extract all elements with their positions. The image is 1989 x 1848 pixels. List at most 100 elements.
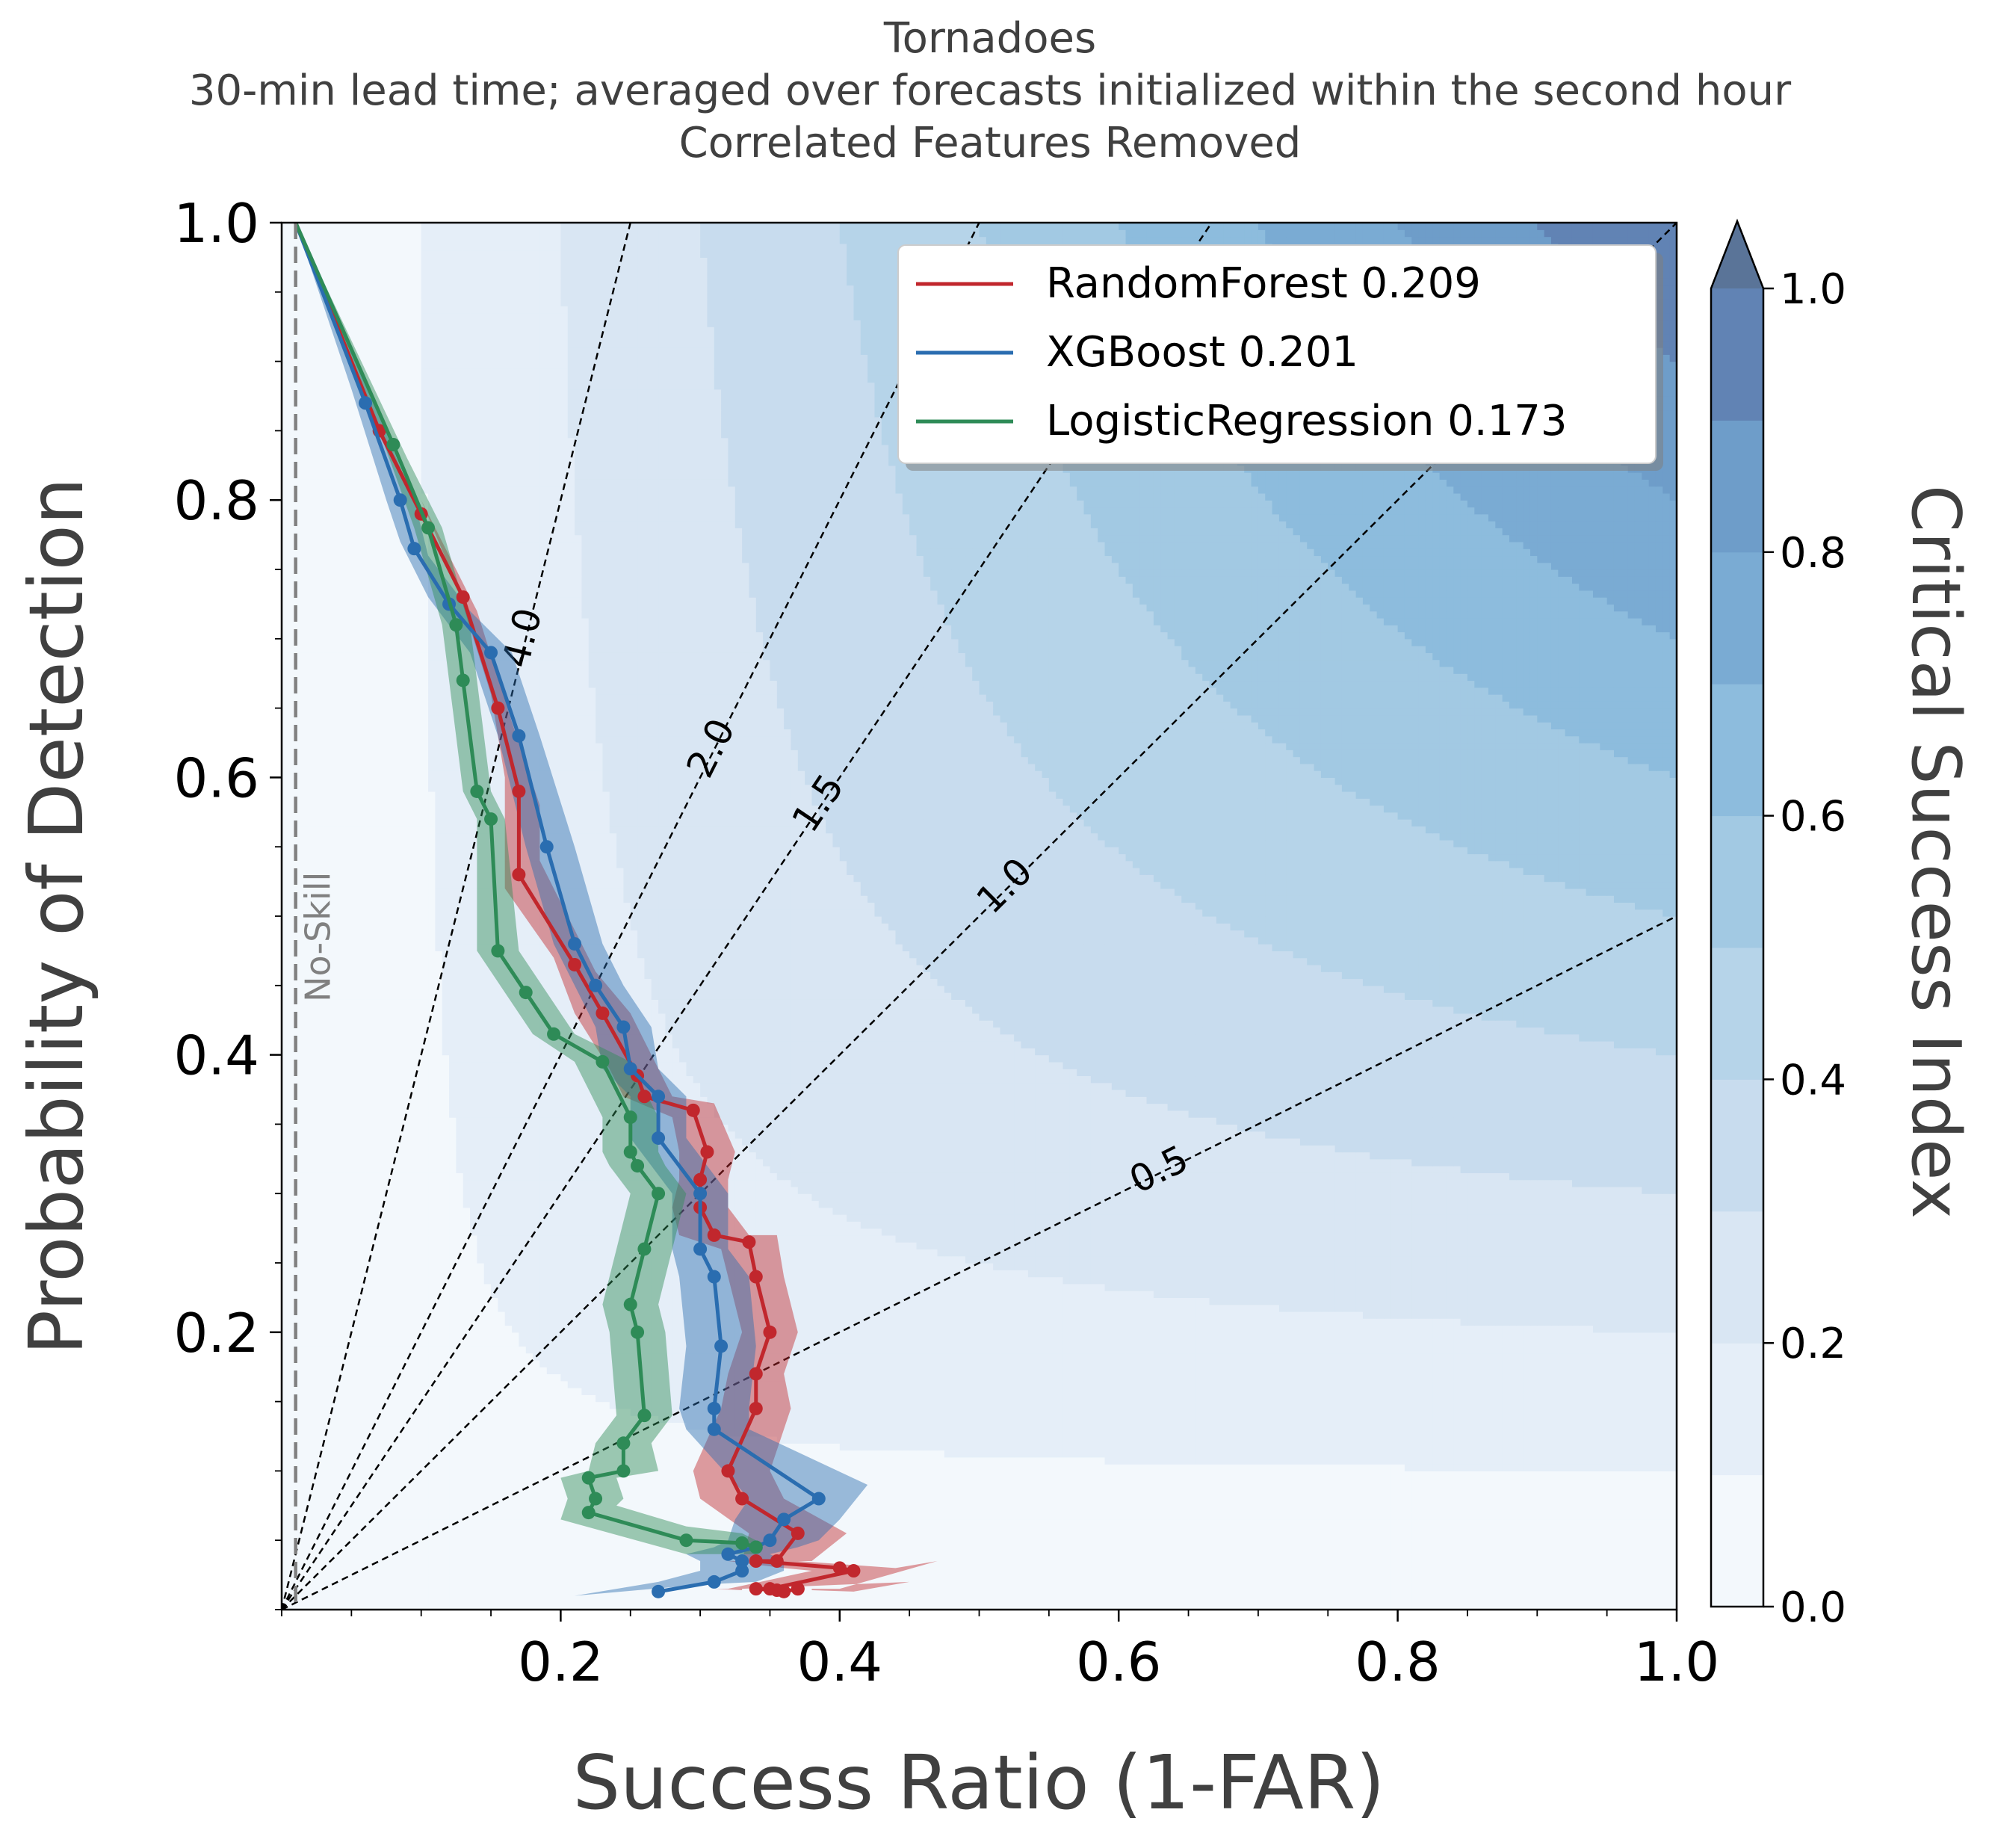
csi-cell — [1062, 1436, 1071, 1444]
csi-cell — [1021, 1471, 1029, 1479]
csi-cell — [477, 1477, 485, 1486]
csi-cell — [630, 1540, 638, 1548]
csi-cell — [1467, 1456, 1475, 1465]
csi-cell — [749, 1595, 757, 1604]
csi-cell — [1349, 1568, 1357, 1576]
csi-cell — [986, 1547, 994, 1555]
csi-cell — [421, 1581, 429, 1589]
csi-cell — [986, 1477, 994, 1486]
csi-cell — [372, 1436, 380, 1444]
csi-cell — [1195, 1602, 1203, 1610]
csi-cell — [1202, 1498, 1210, 1506]
csi-cell — [1502, 1589, 1510, 1597]
csi-cell — [1244, 1574, 1252, 1583]
csi-cell — [1467, 1602, 1475, 1610]
csi-cell — [1495, 1602, 1503, 1610]
csi-cell — [1293, 1477, 1301, 1486]
csi-cell — [1411, 1443, 1420, 1451]
csi-cell — [1425, 1533, 1433, 1541]
csi-cell — [351, 1526, 359, 1534]
csi-cell — [1293, 1498, 1301, 1506]
csi-cell — [288, 1512, 297, 1520]
csi-cell — [811, 1464, 820, 1471]
csi-cell — [477, 1526, 485, 1534]
csi-cell — [1600, 1456, 1608, 1465]
csi-cell — [1529, 1492, 1538, 1500]
csi-cell — [567, 1484, 575, 1492]
csi-cell — [630, 1492, 638, 1500]
csi-cell — [923, 1561, 931, 1569]
csi-cell — [1502, 1477, 1510, 1486]
csi-cell — [930, 1477, 938, 1486]
csi-cell — [519, 1477, 527, 1486]
csi-cell — [1586, 1554, 1594, 1562]
csi-cell — [902, 1540, 910, 1548]
csi-cell — [316, 1574, 324, 1583]
csi-cell — [1432, 1533, 1441, 1541]
csi-cell — [1328, 1568, 1336, 1576]
csi-cell — [1258, 1540, 1266, 1548]
csi-cell — [1439, 1498, 1447, 1506]
csi-cell — [1153, 1540, 1161, 1548]
csi-cell — [1146, 1602, 1154, 1610]
csi-cell — [1146, 1568, 1154, 1576]
csi-cell — [1383, 1554, 1391, 1562]
csi-cell — [1488, 1484, 1496, 1492]
csi-cell — [721, 1436, 729, 1444]
csi-cell — [728, 1492, 736, 1500]
csi-cell — [1069, 1533, 1077, 1541]
csi-cell — [1286, 1505, 1294, 1513]
csi-cell — [1586, 1498, 1594, 1506]
csi-cell — [1453, 1581, 1461, 1589]
csi-cell — [826, 1471, 834, 1479]
csi-cell — [414, 1526, 422, 1534]
csi-cell — [776, 1574, 785, 1583]
csi-cell — [428, 1443, 436, 1451]
csi-cell — [686, 1498, 694, 1506]
csi-cell — [1355, 1443, 1364, 1451]
csi-cell — [463, 1505, 471, 1513]
csi-cell — [1370, 1436, 1378, 1444]
csi-cell — [1307, 1498, 1315, 1506]
csi-cell — [930, 1464, 938, 1471]
csi-cell — [400, 1589, 408, 1597]
csi-cell — [721, 1484, 729, 1492]
csi-cell — [1334, 1498, 1343, 1506]
csi-cell — [575, 1540, 583, 1548]
csi-cell — [435, 1568, 443, 1576]
csi-cell — [993, 1526, 1001, 1534]
csi-cell — [1139, 1471, 1148, 1479]
csi-cell — [1579, 1456, 1587, 1465]
csi-cell — [1383, 1471, 1391, 1479]
csi-cell — [993, 1456, 1001, 1465]
csi-cell — [1460, 1492, 1468, 1500]
csi-cell — [351, 1547, 359, 1555]
csi-cell — [1328, 1574, 1336, 1583]
csi-cell — [330, 1602, 338, 1610]
csi-cell — [749, 1436, 757, 1444]
csi-cell — [1202, 1526, 1210, 1534]
csi-cell — [372, 1512, 380, 1520]
csi-cell — [721, 1519, 729, 1527]
csi-cell — [309, 1581, 318, 1589]
csi-cell — [1014, 1574, 1022, 1583]
csi-cell — [1258, 1519, 1266, 1527]
csi-cell — [1299, 1540, 1308, 1548]
csi-cell — [512, 1464, 519, 1471]
csi-cell — [679, 1477, 687, 1486]
csi-cell — [1237, 1602, 1245, 1610]
csi-cell — [1320, 1464, 1328, 1471]
csi-cell — [644, 1554, 652, 1562]
csi-cell — [1488, 1533, 1496, 1541]
csi-cell — [637, 1498, 646, 1506]
csi-cell — [1600, 1443, 1608, 1451]
csi-cell — [1188, 1477, 1196, 1486]
csi-cell — [581, 1561, 590, 1569]
csi-cell — [1341, 1581, 1349, 1589]
csi-cell — [1098, 1443, 1106, 1451]
csi-cell — [588, 1547, 596, 1555]
csi-cell — [930, 1505, 938, 1513]
csi-cell — [1098, 1589, 1106, 1597]
csi-cell — [533, 1498, 540, 1506]
csi-cell — [937, 1589, 945, 1597]
